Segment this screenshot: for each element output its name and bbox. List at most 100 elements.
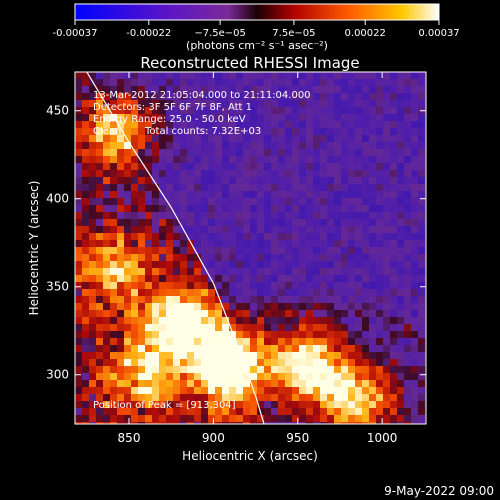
heatmap-cell xyxy=(208,135,215,142)
heatmap-cell xyxy=(341,107,348,114)
heatmap-cell xyxy=(173,114,180,121)
heatmap-cell xyxy=(159,156,166,163)
heatmap-cell xyxy=(299,408,306,415)
heatmap-cell xyxy=(362,93,369,100)
heatmap-cell xyxy=(299,184,306,191)
heatmap-cell xyxy=(313,359,320,366)
heatmap-cell xyxy=(145,149,152,156)
heatmap-cell xyxy=(208,93,215,100)
heatmap-cell xyxy=(299,233,306,240)
heatmap-cell xyxy=(194,303,201,310)
heatmap-cell xyxy=(110,408,117,415)
heatmap-cell xyxy=(159,331,166,338)
heatmap-cell xyxy=(404,373,411,380)
heatmap-cell xyxy=(320,240,327,247)
heatmap-cell xyxy=(257,401,264,408)
heatmap-cell xyxy=(292,100,299,107)
heatmap-cell xyxy=(173,310,180,317)
heatmap-cell xyxy=(334,163,341,170)
heatmap-cell xyxy=(124,338,131,345)
heatmap-cell xyxy=(96,205,103,212)
heatmap-cell xyxy=(131,359,138,366)
heatmap-cell xyxy=(117,107,124,114)
heatmap-cell xyxy=(159,163,166,170)
heatmap-cell xyxy=(348,184,355,191)
heatmap-cell xyxy=(271,219,278,226)
heatmap-cell xyxy=(271,275,278,282)
heatmap-cell xyxy=(152,422,159,424)
heatmap-cell xyxy=(138,219,145,226)
heatmap-cell xyxy=(299,310,306,317)
heatmap-cell xyxy=(173,289,180,296)
heatmap-cell xyxy=(390,422,397,424)
heatmap-cell xyxy=(397,114,404,121)
heatmap-cell xyxy=(201,268,208,275)
heatmap-cell xyxy=(334,338,341,345)
heatmap-cell xyxy=(208,380,215,387)
heatmap-cell xyxy=(131,107,138,114)
heatmap-cell xyxy=(96,170,103,177)
heatmap-cell xyxy=(145,114,152,121)
heatmap-cell xyxy=(236,324,243,331)
heatmap-cell xyxy=(103,121,110,128)
heatmap-cell xyxy=(208,240,215,247)
heatmap-cell xyxy=(201,261,208,268)
heatmap-cell xyxy=(257,93,264,100)
heatmap-cell xyxy=(299,268,306,275)
heatmap-cell xyxy=(390,72,397,79)
heatmap-cell xyxy=(75,289,82,296)
heatmap-cell xyxy=(89,254,96,261)
heatmap-cell xyxy=(222,338,229,345)
heatmap-cell xyxy=(229,226,236,233)
heatmap-cell xyxy=(96,359,103,366)
heatmap-cell xyxy=(229,156,236,163)
heatmap-cell xyxy=(355,310,362,317)
heatmap-cell xyxy=(145,373,152,380)
heatmap-cell xyxy=(411,331,418,338)
heatmap-cell xyxy=(236,331,243,338)
heatmap-cell xyxy=(138,212,145,219)
heatmap-cell xyxy=(208,247,215,254)
heatmap-cell xyxy=(131,345,138,352)
heatmap-cell xyxy=(180,191,187,198)
heatmap-cell xyxy=(327,149,334,156)
heatmap-cell xyxy=(208,170,215,177)
heatmap-cell xyxy=(264,100,271,107)
heatmap-cell xyxy=(138,233,145,240)
heatmap-cell xyxy=(159,296,166,303)
heatmap-cell xyxy=(418,338,425,345)
heatmap-cell xyxy=(103,366,110,373)
heatmap-cell xyxy=(348,282,355,289)
heatmap-cell xyxy=(215,240,222,247)
heatmap-cell xyxy=(383,261,390,268)
heatmap-cell xyxy=(271,289,278,296)
heatmap-cell xyxy=(145,282,152,289)
heatmap-cell xyxy=(187,289,194,296)
heatmap-cell xyxy=(215,177,222,184)
heatmap-cell xyxy=(257,380,264,387)
heatmap-cell xyxy=(271,303,278,310)
heatmap-cell xyxy=(89,282,96,289)
heatmap-cell xyxy=(334,387,341,394)
heatmap-cell xyxy=(404,191,411,198)
heatmap-cell xyxy=(194,366,201,373)
heatmap-cell xyxy=(418,296,425,303)
heatmap-cell xyxy=(306,100,313,107)
x-tick-label: 1000 xyxy=(367,431,398,445)
heatmap-cell xyxy=(341,177,348,184)
heatmap-cell xyxy=(96,233,103,240)
heatmap-cell xyxy=(292,72,299,79)
heatmap-cell xyxy=(117,415,124,422)
heatmap-cell xyxy=(166,219,173,226)
heatmap-cell xyxy=(411,345,418,352)
heatmap-cell xyxy=(306,282,313,289)
heatmap-cell xyxy=(180,303,187,310)
heatmap-cell xyxy=(397,72,404,79)
heatmap-cell xyxy=(313,401,320,408)
heatmap-cell xyxy=(341,170,348,177)
heatmap-cell xyxy=(334,275,341,282)
heatmap-cell xyxy=(131,387,138,394)
heatmap-cell xyxy=(348,233,355,240)
heatmap-cell xyxy=(152,415,159,422)
heatmap-cell xyxy=(243,107,250,114)
